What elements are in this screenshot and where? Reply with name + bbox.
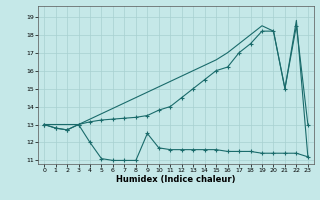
X-axis label: Humidex (Indice chaleur): Humidex (Indice chaleur) <box>116 175 236 184</box>
